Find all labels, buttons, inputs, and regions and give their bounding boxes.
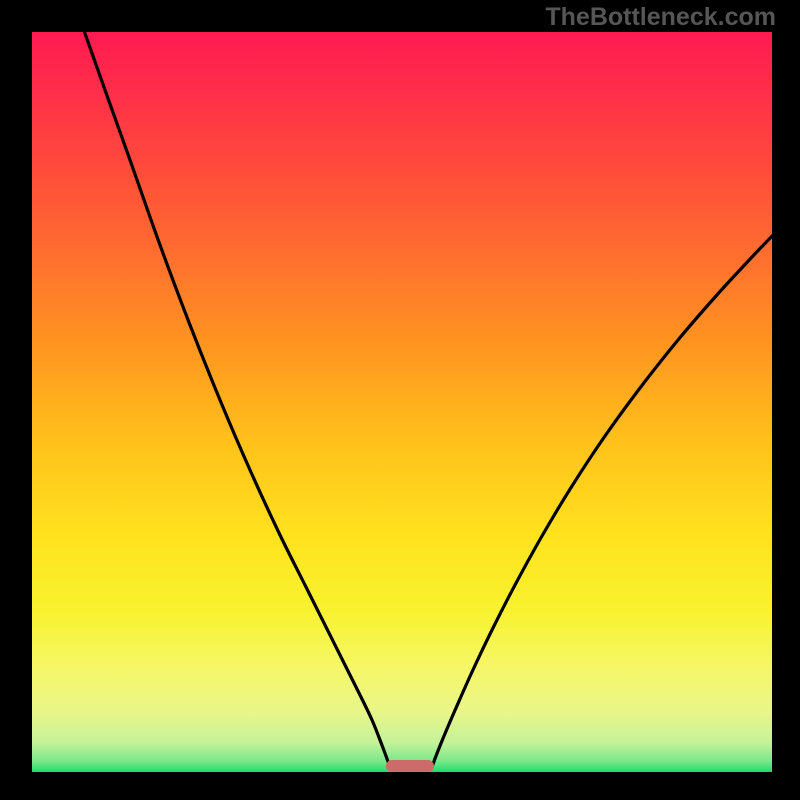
plot-background: [32, 32, 772, 772]
optimal-marker: [386, 760, 434, 772]
watermark-text: TheBottleneck.com: [545, 3, 776, 32]
